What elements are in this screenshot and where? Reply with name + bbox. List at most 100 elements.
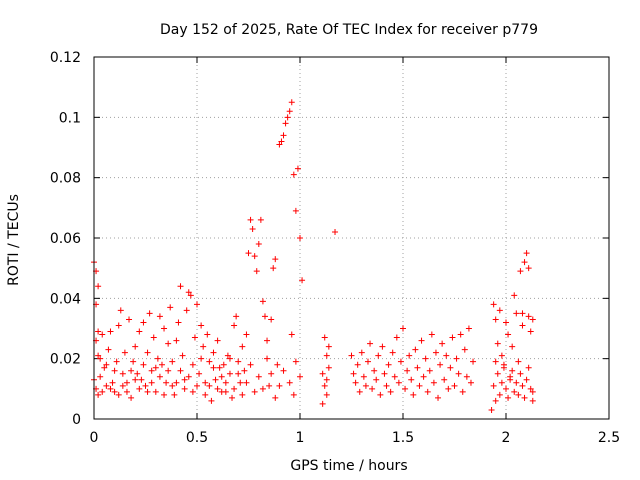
data-point bbox=[237, 379, 244, 386]
data-point bbox=[465, 325, 472, 332]
data-point bbox=[494, 370, 501, 377]
data-point bbox=[375, 352, 382, 359]
data-point bbox=[525, 364, 532, 371]
data-point bbox=[325, 364, 332, 371]
data-point bbox=[348, 352, 355, 359]
x-tick-label: 2 bbox=[502, 430, 511, 446]
data-point bbox=[323, 376, 330, 383]
data-point bbox=[319, 370, 326, 377]
data-point bbox=[187, 292, 194, 299]
data-point bbox=[496, 391, 503, 398]
data-point bbox=[430, 379, 437, 386]
data-point bbox=[503, 385, 509, 392]
data-point bbox=[371, 367, 378, 374]
data-point bbox=[389, 349, 396, 356]
data-point bbox=[210, 364, 217, 371]
data-point bbox=[492, 316, 499, 323]
data-point bbox=[103, 361, 110, 368]
data-point bbox=[154, 355, 161, 362]
data-point bbox=[206, 358, 213, 365]
data-point bbox=[377, 391, 384, 398]
data-point bbox=[492, 397, 499, 404]
data-point bbox=[408, 376, 415, 383]
data-point bbox=[412, 346, 419, 353]
data-point bbox=[255, 241, 262, 248]
data-point bbox=[200, 343, 207, 350]
data-point bbox=[167, 304, 174, 311]
data-point bbox=[426, 367, 433, 374]
data-point bbox=[220, 361, 227, 368]
data-point bbox=[360, 373, 367, 380]
data-point bbox=[449, 334, 456, 341]
data-point bbox=[268, 316, 275, 323]
y-tick-label: 0.08 bbox=[50, 171, 81, 187]
data-point bbox=[196, 370, 203, 377]
data-point bbox=[140, 361, 147, 368]
data-point bbox=[161, 391, 168, 398]
data-point bbox=[103, 382, 110, 389]
data-point bbox=[132, 376, 139, 383]
data-point bbox=[136, 385, 143, 392]
y-tick-label: 0 bbox=[72, 412, 81, 428]
data-point bbox=[270, 265, 277, 272]
data-point bbox=[202, 379, 209, 386]
data-point bbox=[241, 367, 248, 374]
data-point bbox=[451, 382, 458, 389]
y-tick-label: 0.12 bbox=[50, 50, 81, 66]
data-point bbox=[113, 358, 120, 365]
data-point bbox=[437, 361, 444, 368]
data-point bbox=[249, 225, 256, 232]
data-point bbox=[402, 385, 409, 392]
data-point bbox=[264, 337, 271, 344]
data-point bbox=[177, 367, 184, 374]
data-point bbox=[109, 379, 116, 386]
data-point bbox=[297, 235, 303, 241]
data-point bbox=[206, 382, 213, 389]
data-point bbox=[420, 373, 427, 380]
data-point bbox=[470, 358, 477, 365]
data-point bbox=[525, 265, 532, 272]
data-point bbox=[321, 382, 328, 389]
data-point bbox=[128, 394, 135, 401]
chart-title: Day 152 of 2025, Rate Of TEC Index for r… bbox=[160, 22, 538, 38]
data-point bbox=[507, 376, 514, 383]
data-point bbox=[175, 319, 182, 326]
data-point bbox=[261, 313, 268, 320]
data-point bbox=[354, 361, 361, 368]
data-point bbox=[387, 388, 394, 395]
data-point bbox=[517, 268, 524, 275]
data-point bbox=[447, 364, 454, 371]
data-point bbox=[148, 379, 155, 386]
data-point bbox=[496, 307, 503, 314]
data-point bbox=[385, 361, 392, 368]
data-point bbox=[239, 343, 246, 350]
data-point bbox=[280, 367, 287, 374]
data-point bbox=[525, 313, 532, 320]
data-point bbox=[208, 397, 215, 404]
data-point bbox=[290, 171, 297, 178]
data-point bbox=[441, 376, 448, 383]
data-point bbox=[373, 376, 380, 383]
data-point bbox=[404, 367, 411, 374]
data-point bbox=[529, 316, 536, 323]
data-point bbox=[259, 385, 266, 392]
data-point bbox=[319, 400, 326, 407]
data-point bbox=[511, 388, 518, 395]
data-point bbox=[523, 376, 530, 383]
data-point bbox=[325, 343, 332, 350]
data-point bbox=[121, 349, 128, 356]
y-axis-label: ROTI / TECUs bbox=[6, 194, 22, 286]
data-point bbox=[492, 358, 499, 365]
data-point bbox=[107, 385, 114, 392]
data-point bbox=[323, 391, 330, 398]
data-point bbox=[294, 165, 301, 172]
data-point bbox=[212, 376, 219, 383]
data-point bbox=[97, 355, 104, 362]
data-point bbox=[410, 391, 417, 398]
data-point bbox=[138, 376, 145, 383]
data-point bbox=[97, 373, 104, 380]
data-point bbox=[163, 379, 170, 386]
data-point bbox=[185, 289, 192, 296]
data-point bbox=[435, 394, 442, 401]
